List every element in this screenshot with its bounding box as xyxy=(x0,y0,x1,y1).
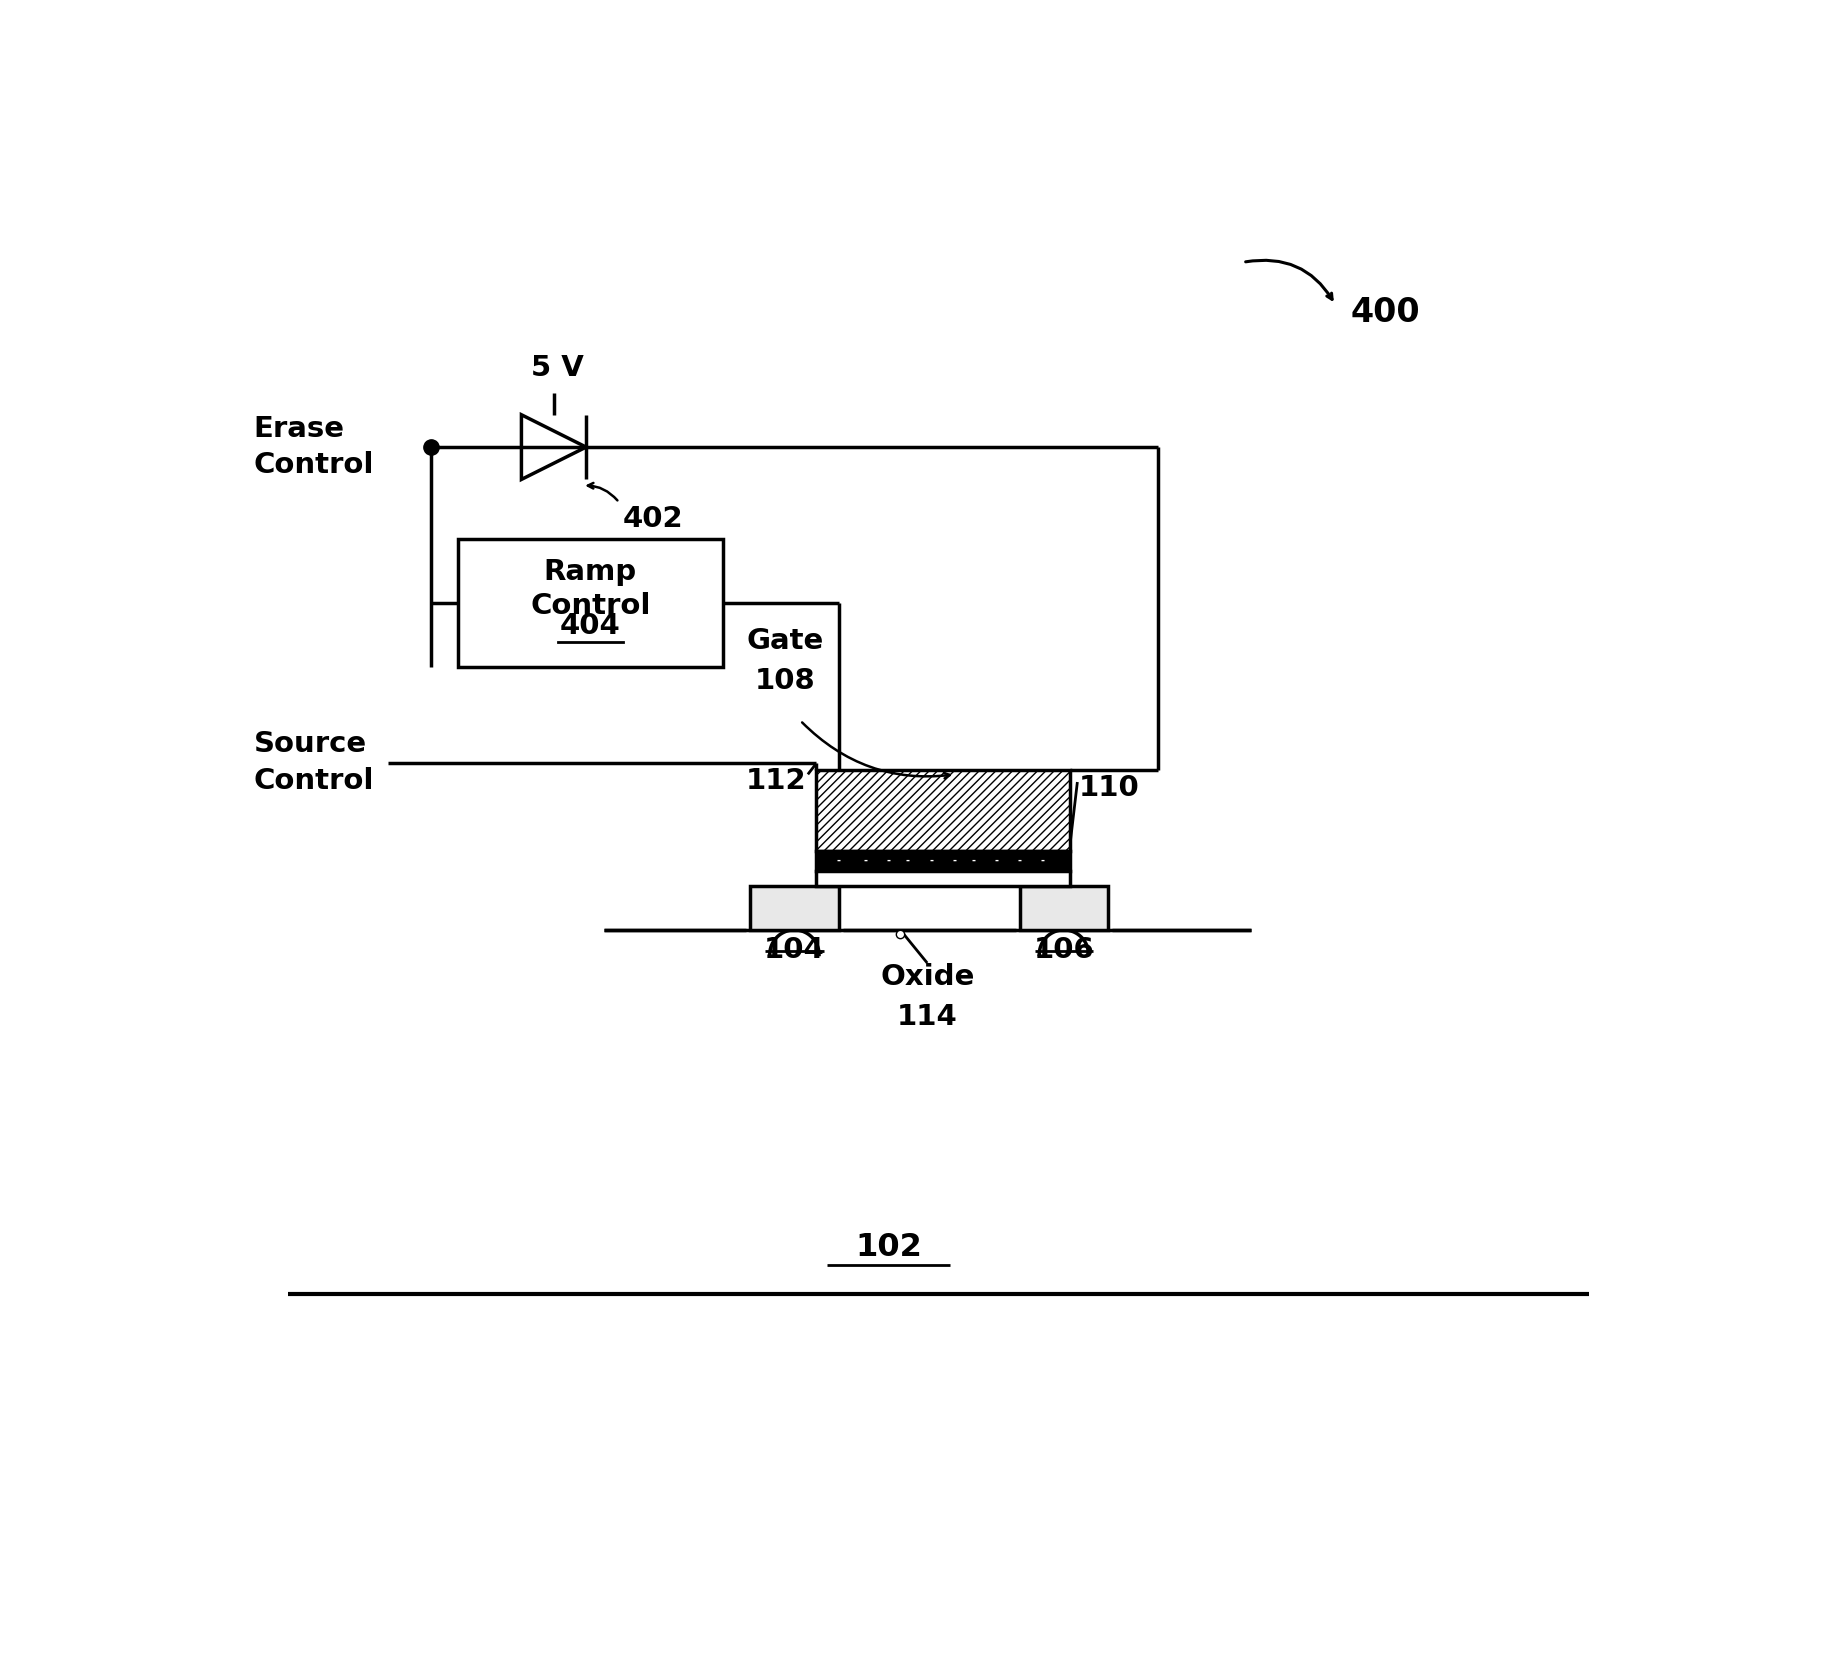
Text: -: - xyxy=(887,856,891,866)
Text: -: - xyxy=(972,856,975,866)
Text: 402: 402 xyxy=(623,505,683,533)
Text: 404: 404 xyxy=(560,611,621,640)
Text: 106: 106 xyxy=(1034,936,1095,965)
Bar xyxy=(457,540,724,666)
Text: Ramp
Control: Ramp Control xyxy=(531,558,650,620)
Text: -: - xyxy=(952,856,957,866)
Text: -: - xyxy=(1042,856,1045,866)
Text: 112: 112 xyxy=(746,766,806,795)
Bar xyxy=(1020,886,1108,930)
Text: -: - xyxy=(930,856,933,866)
Text: 108: 108 xyxy=(755,666,816,695)
Text: -: - xyxy=(906,856,909,866)
Bar xyxy=(749,886,840,930)
Bar xyxy=(816,871,1069,886)
Text: Gate: Gate xyxy=(746,626,823,655)
Text: 104: 104 xyxy=(764,936,825,965)
Text: -: - xyxy=(994,856,999,866)
Bar xyxy=(816,770,1069,851)
Bar xyxy=(816,851,1069,871)
Text: 102: 102 xyxy=(856,1233,922,1263)
Text: 114: 114 xyxy=(896,1003,957,1031)
Text: Erase
Control: Erase Control xyxy=(254,415,375,480)
Text: 5 V: 5 V xyxy=(531,353,584,382)
Text: -: - xyxy=(836,856,841,866)
Text: -: - xyxy=(863,856,867,866)
Text: Oxide: Oxide xyxy=(880,963,974,991)
Text: 110: 110 xyxy=(1078,775,1139,803)
Text: 400: 400 xyxy=(1350,297,1420,328)
Text: Source
Control: Source Control xyxy=(254,730,375,795)
Text: -: - xyxy=(1018,856,1021,866)
